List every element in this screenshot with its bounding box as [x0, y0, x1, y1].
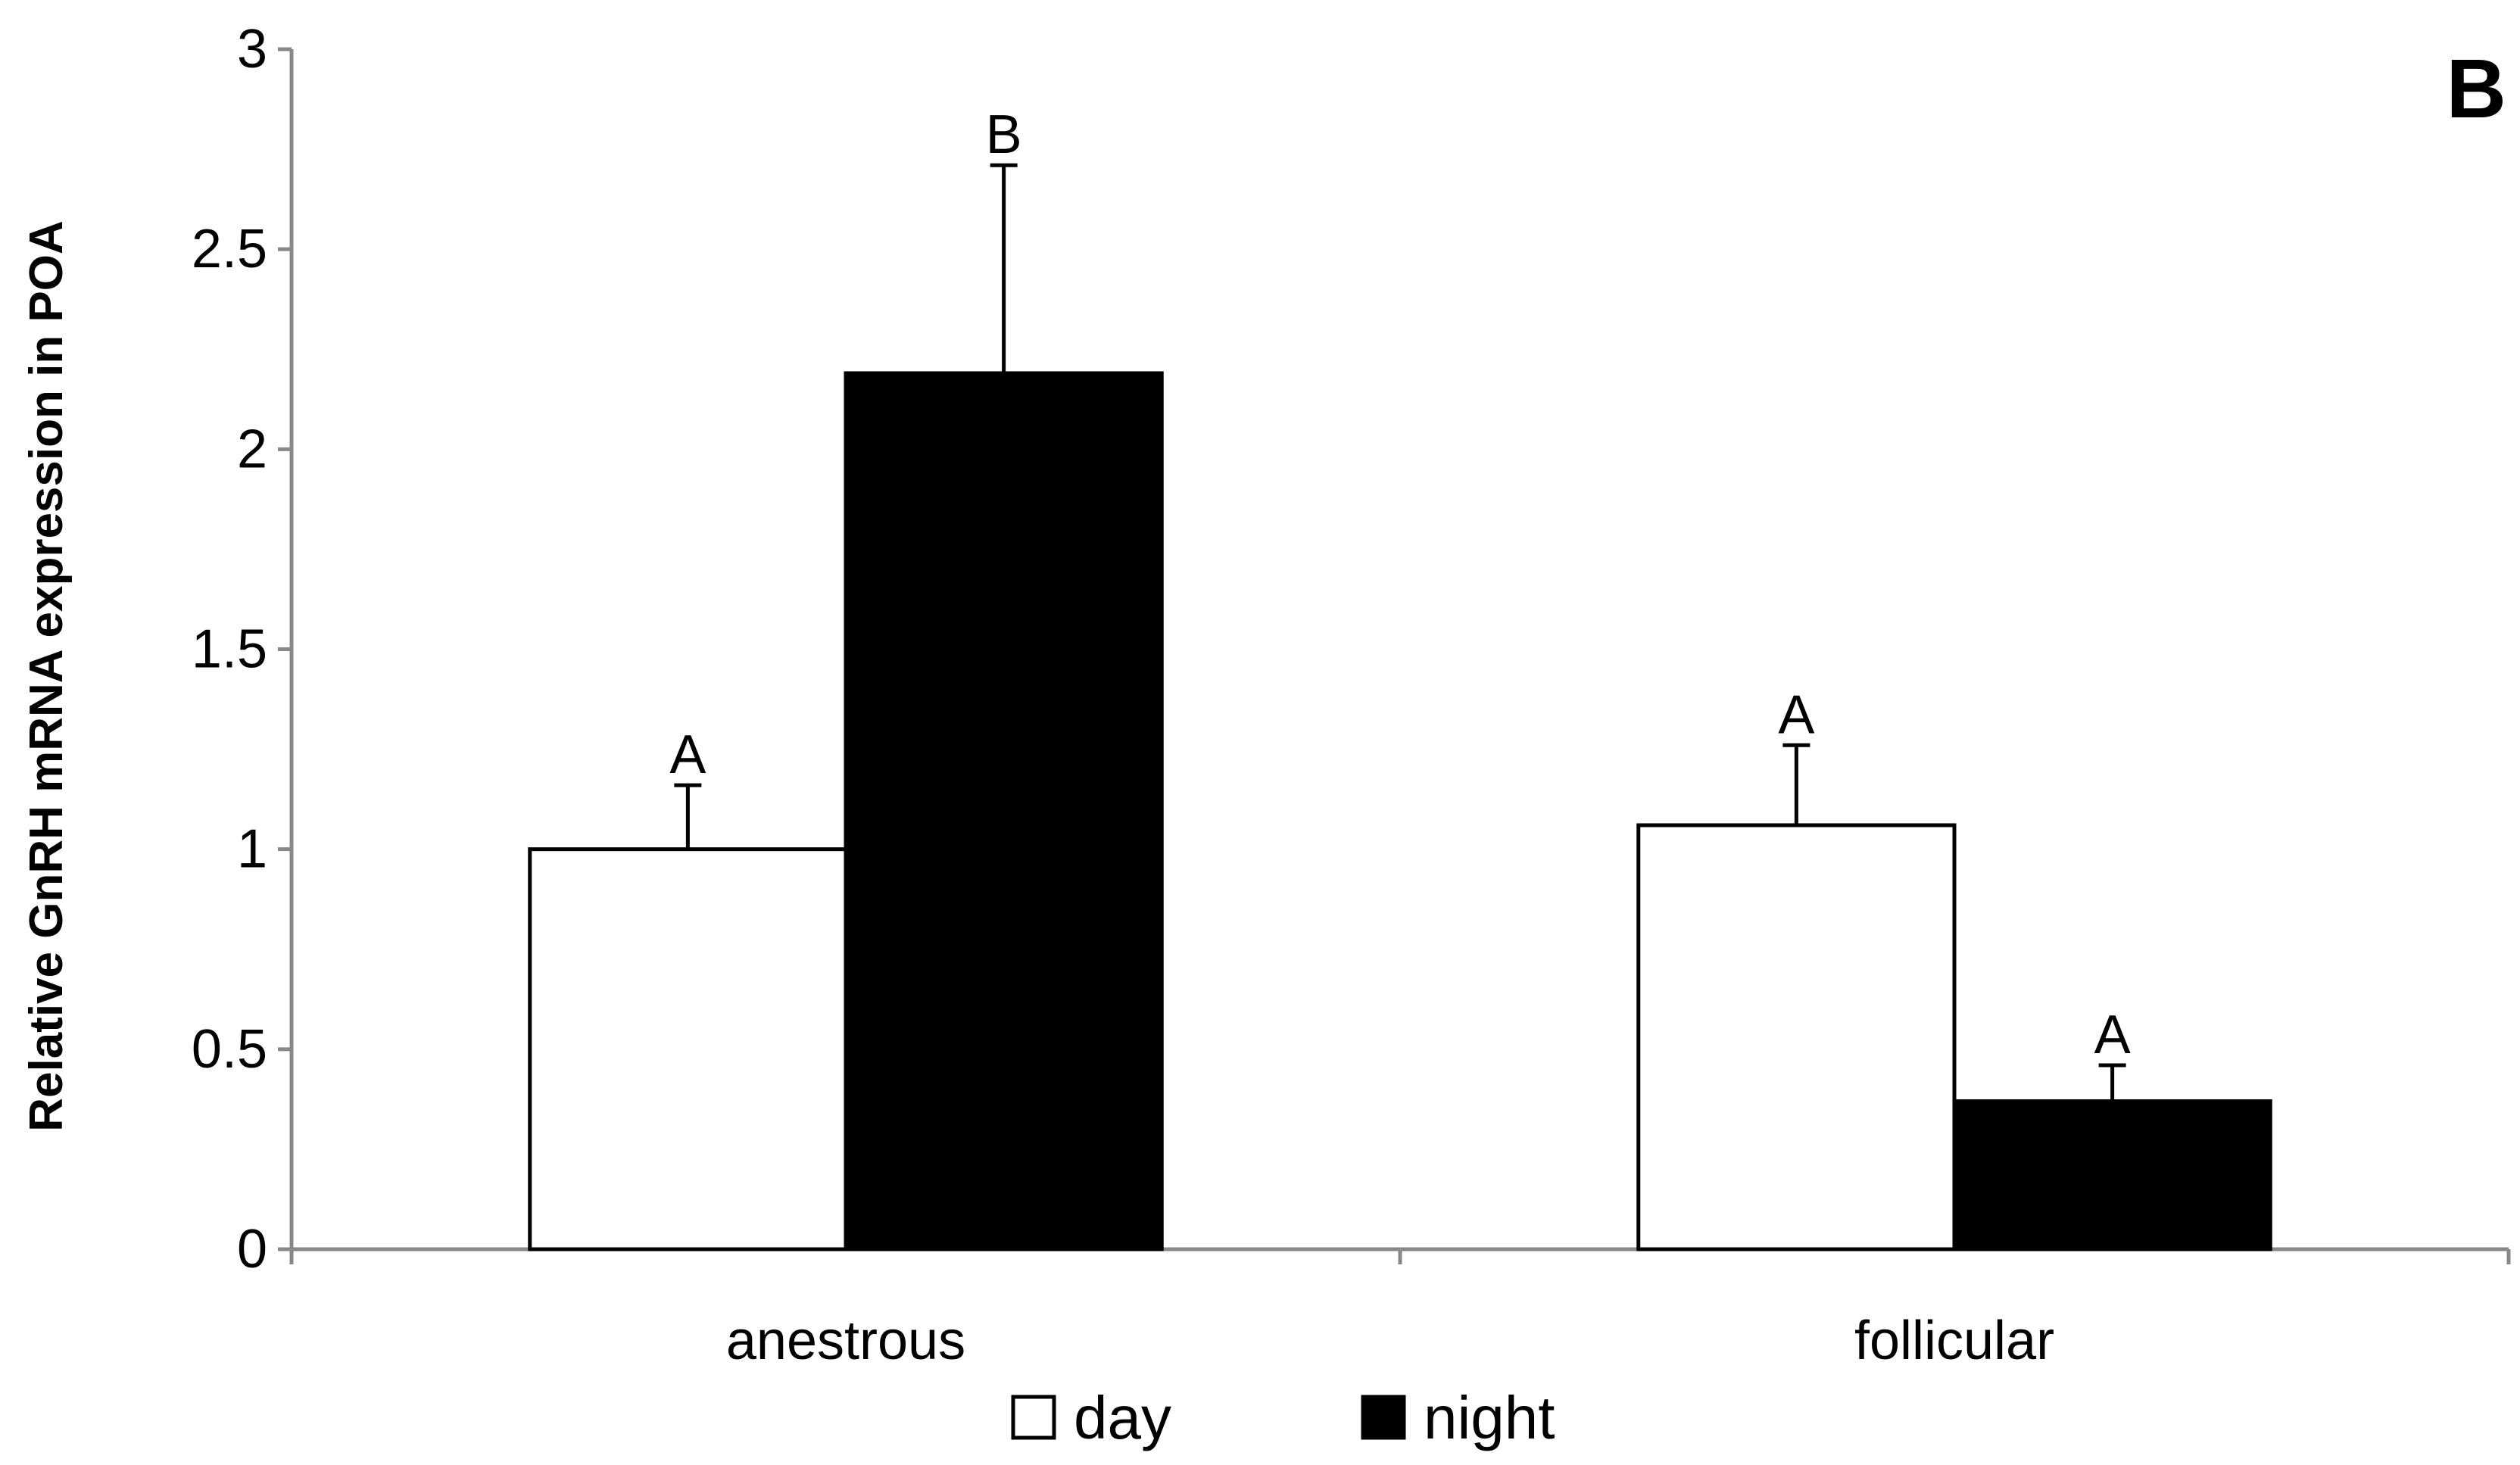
bar-night-follicular: [1952, 1099, 2272, 1251]
error-bars: [674, 163, 2126, 1102]
y-tick-label: 2.5: [192, 219, 267, 279]
y-tick-label: 2: [237, 419, 267, 479]
bars: [528, 371, 2272, 1251]
x-ticks: [289, 1249, 2511, 1264]
y-axis-title: Relative GnRH mRNA expression in POA: [20, 220, 73, 1132]
bar-day-anestrous: [528, 847, 848, 1251]
x-category-label: follicular: [1854, 1311, 2054, 1371]
y-tick-label: 0: [237, 1219, 267, 1280]
bar-night-anestrous: [844, 371, 1164, 1251]
y-ticks: 0 0.5 1 1.5 2 2.5 3: [192, 19, 292, 1280]
legend-label-day: day: [1074, 1384, 1171, 1451]
y-tick-label: 1.5: [192, 619, 267, 680]
y-tick-label: 0.5: [192, 1019, 267, 1080]
legend-swatch-night: [1361, 1395, 1406, 1440]
legend-swatch-day: [1011, 1395, 1056, 1440]
category-labels: anestrous follicular: [726, 1311, 2054, 1371]
significance-letters: A B A A: [669, 104, 2130, 1065]
x-category-label: anestrous: [726, 1311, 965, 1371]
sig-letter-night-follicular: A: [2094, 1005, 2131, 1065]
y-tick-label: 1: [237, 819, 267, 880]
sig-letter-night-anestrous: B: [986, 104, 1022, 165]
legend-label-night: night: [1424, 1384, 1555, 1451]
legend: day night: [1011, 1384, 1555, 1451]
y-tick-label: 3: [237, 19, 267, 79]
sig-letter-day-anestrous: A: [669, 725, 706, 785]
sig-letter-day-follicular: A: [1778, 684, 1814, 745]
bar-day-follicular: [1636, 823, 1957, 1251]
panel-label: B: [2447, 42, 2506, 136]
